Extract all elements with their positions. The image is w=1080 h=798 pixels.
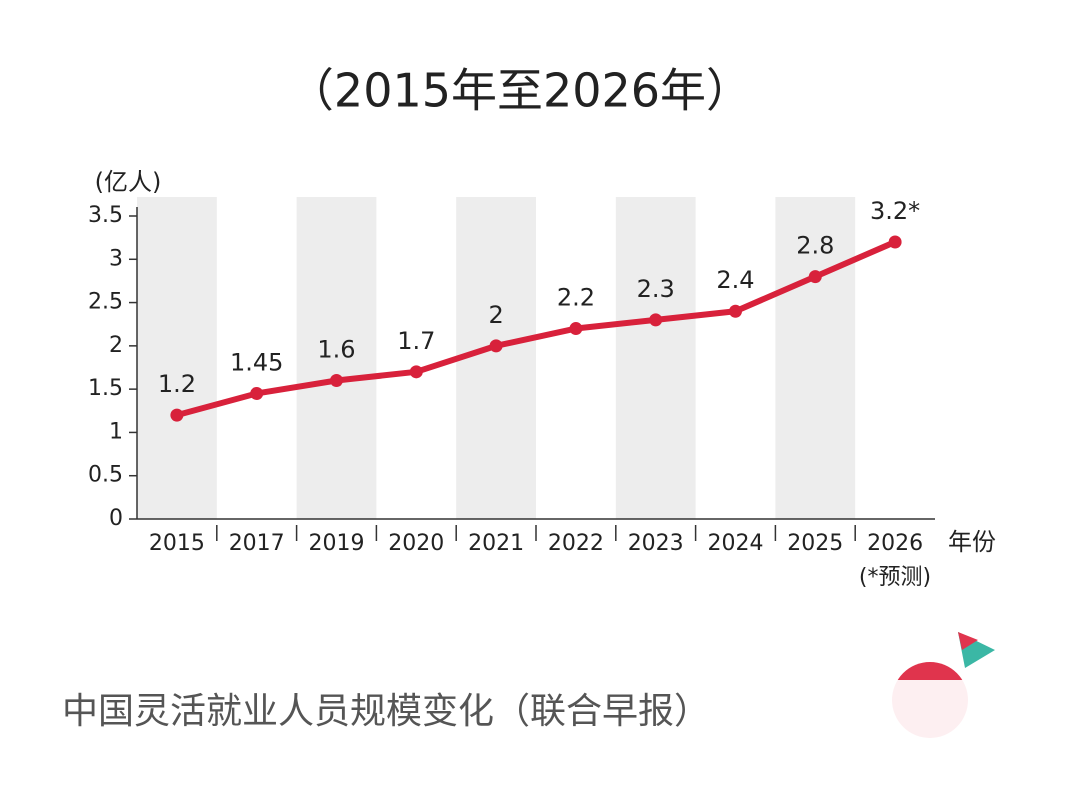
- value-label: 2.8: [796, 232, 834, 260]
- y-tick-label: 3.5: [88, 203, 123, 228]
- point: [569, 322, 583, 336]
- point: [330, 373, 343, 387]
- band: [775, 197, 856, 519]
- value-label: 1.6: [317, 335, 355, 363]
- value-label: 3.2*: [870, 197, 920, 225]
- chart-title: （2015年至2026年）: [288, 64, 752, 118]
- value-label: 1.7: [397, 327, 435, 355]
- annotation: (*预测): [859, 565, 931, 590]
- point: [409, 365, 423, 379]
- x-tick-label: 2019: [309, 531, 365, 556]
- x-tick-label: 2020: [388, 531, 444, 556]
- point: [808, 270, 822, 284]
- x-tick-label: 2026: [867, 531, 923, 556]
- x-tick-label: 2021: [468, 531, 524, 556]
- y-tick-label: 2: [109, 333, 123, 358]
- x-tick-label: 2017: [229, 531, 285, 556]
- x-tick-label: 2015: [149, 531, 205, 556]
- value-label: 2: [488, 301, 503, 329]
- line: [176, 239, 897, 419]
- caption: 中国灵活就业人员规模变化（联合早报）: [62, 691, 710, 732]
- x-tick-label: 2023: [628, 531, 684, 556]
- point: [489, 339, 503, 353]
- y-tick-label: 1: [109, 419, 123, 444]
- y-tick-label: 2.5: [88, 290, 123, 315]
- value-label: 1.45: [230, 348, 283, 376]
- point: [649, 313, 663, 327]
- point: [888, 235, 902, 249]
- value-label: 2.4: [716, 266, 754, 294]
- y-tick-label: 3: [109, 246, 123, 271]
- band: [137, 197, 217, 519]
- band: [296, 197, 377, 519]
- band: [456, 197, 536, 519]
- y-tick-label: 1.5: [88, 376, 123, 401]
- point: [170, 408, 184, 422]
- y-tick-label: 0: [109, 506, 123, 531]
- value-label: 2.2: [557, 284, 595, 312]
- x-tick-label: 2022: [548, 531, 604, 556]
- x-tick-label: 2024: [708, 531, 764, 556]
- y-tick-label: 0.5: [88, 463, 123, 488]
- value-label: 1.2: [158, 370, 196, 398]
- x-axis-label: 年份: [948, 528, 996, 556]
- point: [729, 304, 742, 318]
- y-axis-label: (亿人): [95, 168, 162, 196]
- caption-backdrop: [0, 680, 1080, 798]
- point: [250, 386, 264, 400]
- value-label: 2.3: [637, 275, 675, 303]
- x-tick-label: 2025: [787, 531, 843, 556]
- band: [615, 197, 696, 519]
